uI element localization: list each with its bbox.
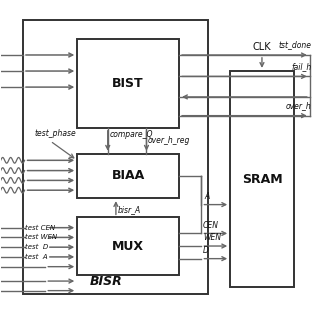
Text: MUX: MUX [112,240,144,252]
Text: test  A: test A [25,254,47,260]
Bar [77,154,179,198]
Text: BISR: BISR [90,275,123,288]
Bar [230,71,294,287]
Text: WEN: WEN [203,233,221,242]
Text: CLK: CLK [253,42,271,52]
Text: SRAM: SRAM [242,172,282,186]
Text: A: A [204,192,210,201]
Text: compare_Q: compare_Q [109,130,153,139]
Text: fail_h: fail_h [291,62,311,71]
Text: BIST: BIST [112,77,144,90]
Text: test  D: test D [25,244,48,250]
Text: BIAA: BIAA [111,169,145,182]
Text: test_phase: test_phase [34,129,76,138]
Text: D: D [203,246,209,255]
Text: CEN: CEN [203,220,219,229]
Bar [77,39,179,128]
Text: over_h_reg: over_h_reg [148,136,190,145]
Text: test CEN: test CEN [25,225,55,231]
Text: over_h: over_h [285,101,311,110]
Bar [23,20,208,294]
Text: test WEN: test WEN [25,235,57,240]
Bar [77,217,179,275]
Text: tst_done: tst_done [278,40,311,49]
Text: bisr_A: bisr_A [117,205,141,214]
